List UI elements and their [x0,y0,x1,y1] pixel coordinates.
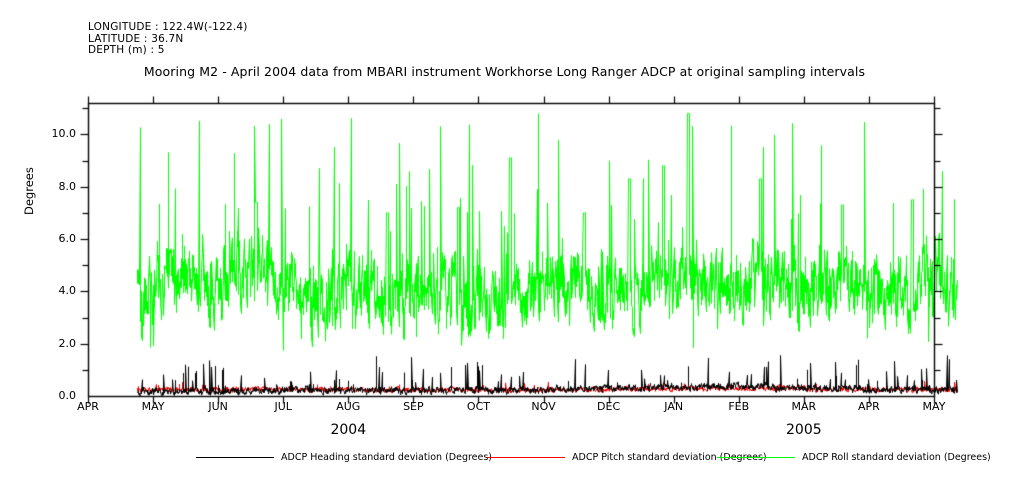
y-tick-label: 10.0 [51,127,77,141]
x-tick-label: MAY [141,400,165,413]
y-tick-label: 0.0 [58,389,77,402]
x-tick-label: APR [858,400,880,413]
year-label: 2005 [786,422,822,438]
x-tick-label: FEB [728,400,750,413]
x-tick-label: SEP [403,400,424,413]
x-tick-label: JAN [664,400,684,413]
x-tick-label: MAR [791,400,817,413]
y-tick-label: 4.0 [58,284,77,298]
x-tick-label: NOV [531,400,556,413]
x-tick-label: AUG [336,400,361,413]
y-tick-label: 6.0 [58,232,77,246]
legend-label: ADCP Heading standard deviation (Degrees… [281,451,493,463]
legend-label: ADCP Roll standard deviation (Degrees) [802,451,991,463]
legend-item: ADCP Heading standard deviation (Degrees… [196,446,492,468]
legend-line-swatch [487,456,565,458]
x-tick-label: DEC [597,400,621,413]
x-tick-label: JUN [208,400,228,413]
year-label: 2004 [330,422,367,438]
x-tick-label: APR [77,400,99,413]
x-tick-label: OCT [466,400,490,413]
legend-line-swatch [196,456,274,458]
legend-label: ADCP Pitch standard deviation (Degrees) [572,451,767,463]
x-tick-label: JUL [274,400,292,413]
legend-line-swatch [717,456,795,458]
y-tick-label: 8.0 [58,179,77,193]
x-tick-label: MAY [922,400,946,413]
legend-item: ADCP Pitch standard deviation (Degrees) [487,446,767,468]
y-tick-label: 2.0 [58,336,77,350]
chart-legend: ADCP Heading standard deviation (Degrees… [0,446,1009,468]
legend-item: ADCP Roll standard deviation (Degrees) [717,446,991,468]
